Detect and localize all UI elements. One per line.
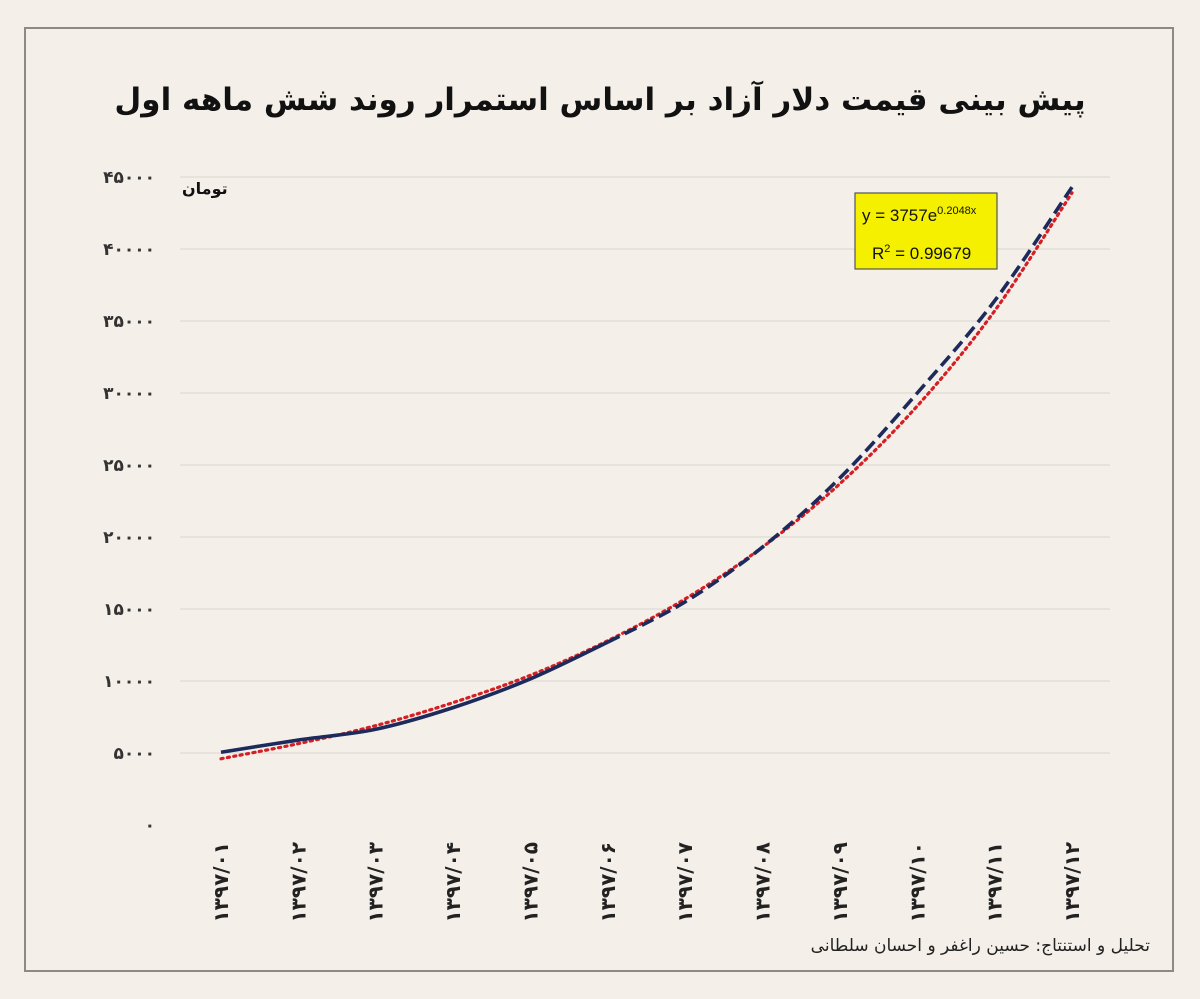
x-tick-label: ۱۳۹۷/۰۵: [518, 842, 542, 923]
y-tick-label: ۳۰۰۰۰: [103, 384, 155, 404]
equation-line: y = 3757e0.2048x: [862, 205, 977, 225]
y-tick-label: ۲۰۰۰۰: [103, 528, 155, 548]
x-tick-label: ۱۳۹۷/۰۲: [286, 842, 310, 923]
equation-box-background: [854, 192, 998, 270]
series-line-forecast: [606, 186, 1074, 644]
chart-title: پیش بینی قیمت دلار آزاد بر اساس استمرار …: [114, 82, 1086, 118]
y-tick-label: ۳۵۰۰۰: [103, 312, 155, 332]
trendline-equation-box: y = 3757e0.2048x R2 = 0.99679: [854, 192, 998, 270]
x-tick-label: ۱۳۹۷/۱۰: [905, 842, 929, 923]
y-tick-label: ۵۰۰۰: [113, 744, 155, 764]
y-tick-label: ۰: [145, 816, 155, 836]
y-tick-label: ۲۵۰۰۰: [103, 456, 155, 476]
x-tick-label: ۱۳۹۷/۱۱: [983, 842, 1007, 923]
x-tick-label: ۱۳۹۷/۰۸: [751, 842, 775, 923]
x-axis-ticks: ۱۳۹۷/۰۱ ۱۳۹۷/۰۲ ۱۳۹۷/۰۳ ۱۳۹۷/۰۴ ۱۳۹۷/۰۵ ۱۳۹۷/…: [209, 842, 1084, 923]
series-lines: [219, 186, 1074, 761]
x-tick-label: ۱۳۹۷/۰۷: [673, 842, 697, 923]
x-tick-label: ۱۳۹۷/۰۹: [828, 842, 852, 923]
gridlines: [180, 176, 1110, 754]
series-line-actual: [220, 640, 609, 755]
y-tick-label: ۴۰۰۰۰: [103, 240, 155, 260]
y-tick-label: ۴۵۰۰۰: [103, 168, 155, 188]
y-axis-unit-label: تومان: [182, 179, 228, 198]
x-tick-label: ۱۳۹۷/۰۶: [596, 842, 620, 923]
y-tick-label: ۱۵۰۰۰: [103, 600, 155, 620]
chart-frame: [24, 27, 1174, 972]
x-tick-label: ۱۳۹۷/۰۳: [364, 842, 388, 923]
credit-text: تحلیل و استنتاج: حسین راغفر و احسان سلطا…: [810, 936, 1150, 956]
x-tick-label: ۱۳۹۷/۰۱: [209, 842, 233, 923]
y-axis-ticks: ۰ ۵۰۰۰ ۱۰۰۰۰ ۱۵۰۰۰ ۲۰۰۰۰ ۲۵۰۰۰ ۳۰۰۰۰ ۳۵۰۰۰ ۴۰۰۰۰…: [103, 168, 155, 836]
r-squared-line: R2 = 0.99679: [872, 243, 971, 263]
y-tick-label: ۱۰۰۰۰: [103, 672, 155, 692]
x-tick-label: ۱۳۹۷/۱۲: [1060, 842, 1084, 923]
x-tick-label: ۱۳۹۷/۰۴: [441, 842, 465, 923]
series-line-trendline: [219, 191, 1074, 761]
